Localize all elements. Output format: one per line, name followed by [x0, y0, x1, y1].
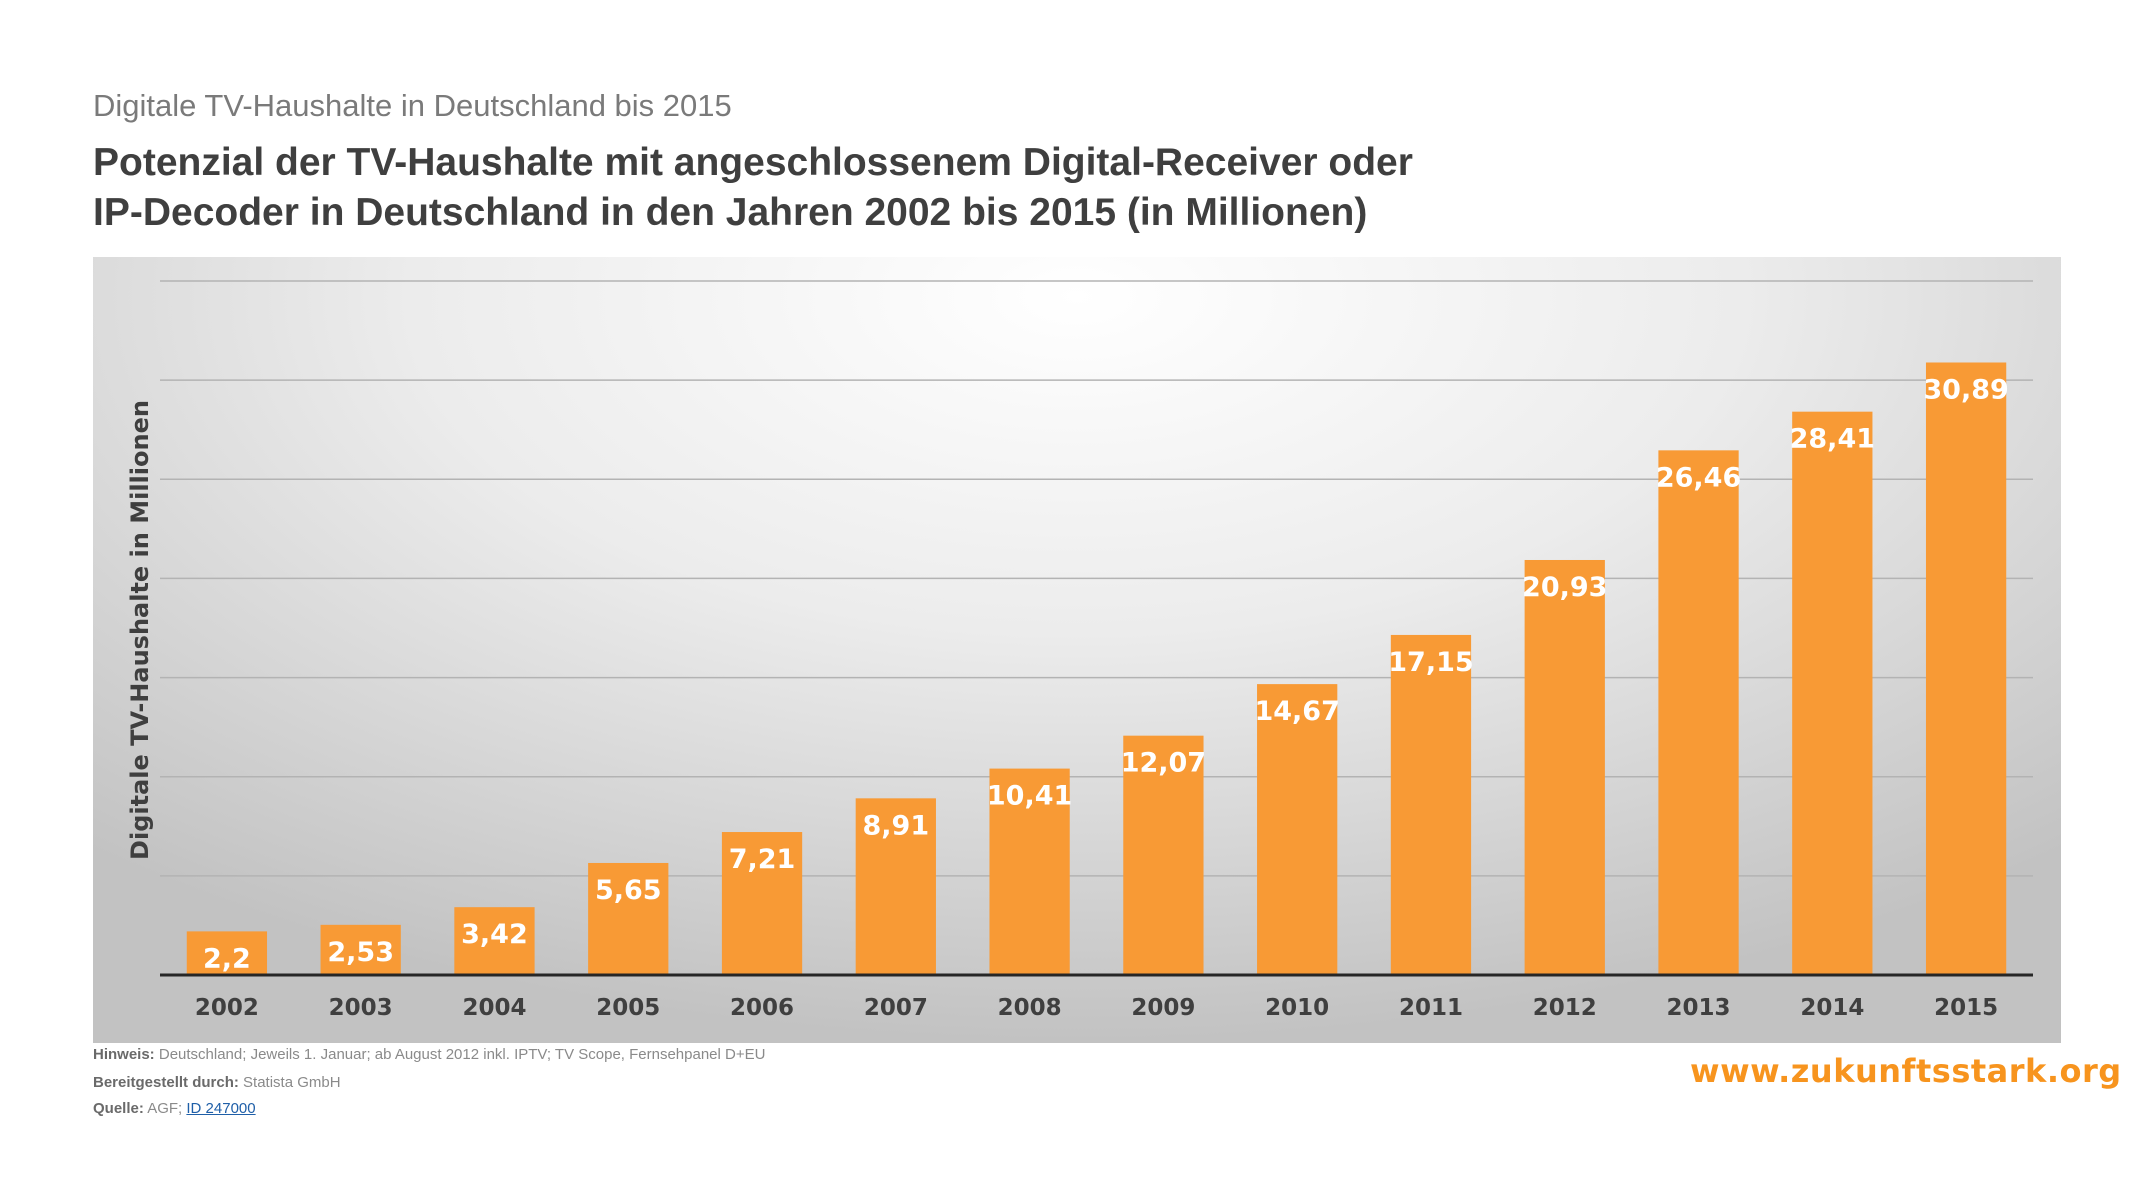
- chart-subtitle: Digitale TV-Haushalte in Deutschland bis…: [93, 88, 732, 123]
- x-tick-label-2012: 2012: [1533, 995, 1597, 1021]
- x-tick-label-2004: 2004: [462, 995, 526, 1021]
- bar-2009: [1123, 735, 1204, 975]
- footer-source-label: Quelle:: [93, 1100, 144, 1117]
- footer-source-text: AGF;: [147, 1100, 183, 1117]
- chart-title-line-2: IP-Decoder in Deutschland in den Jahren …: [93, 191, 1368, 234]
- footer-source: Quelle: AGF; ID 247000: [93, 1100, 256, 1117]
- y-axis-label: Digitale TV-Haushalte in Millionen: [126, 400, 154, 860]
- data-label-2015: 30,89: [1923, 374, 2008, 405]
- bar-2005: [588, 862, 669, 975]
- data-label-2008: 10,41: [987, 781, 1072, 812]
- bar-2003: [320, 924, 401, 975]
- bar-2014: [1792, 411, 1873, 975]
- bar-2010: [1257, 684, 1338, 975]
- x-tick-label-2002: 2002: [195, 995, 259, 1021]
- footer-note-text: Deutschland; Jeweils 1. Januar; ab Augus…: [158, 1046, 766, 1063]
- x-tick-label-2007: 2007: [864, 995, 928, 1021]
- data-label-2005: 5,65: [595, 875, 662, 906]
- bar-2012: [1524, 559, 1605, 975]
- x-tick-label-2003: 2003: [329, 995, 393, 1021]
- data-label-2004: 3,42: [461, 919, 528, 950]
- bar-2011: [1390, 634, 1472, 975]
- footer-provided: Bereitgestellt durch: Statista GmbH: [93, 1074, 341, 1091]
- data-label-2010: 14,67: [1254, 696, 1339, 727]
- data-label-2003: 2,53: [327, 937, 394, 968]
- data-label-2002: 2,2: [203, 943, 251, 974]
- bar-2013: [1658, 450, 1739, 975]
- data-label-2007: 8,91: [863, 810, 930, 841]
- footer-note-label: Hinweis:: [93, 1046, 155, 1063]
- chart-title: Potenzial der TV-Haushalte mit angeschlo…: [93, 138, 1593, 238]
- data-label-2011: 17,15: [1388, 647, 1473, 678]
- bar-2004: [454, 907, 535, 975]
- x-tick-label-2014: 2014: [1800, 995, 1864, 1021]
- brand-url: www.zukunftsstark.org: [1690, 1052, 2122, 1090]
- chart-title-line-1: Potenzial der TV-Haushalte mit angeschlo…: [93, 141, 1413, 184]
- x-tick-label-2011: 2011: [1399, 995, 1463, 1021]
- source-id-link[interactable]: ID 247000: [186, 1100, 256, 1117]
- bar-2008: [989, 768, 1070, 975]
- bar-2007: [855, 798, 936, 975]
- data-label-2013: 26,46: [1656, 462, 1741, 493]
- x-tick-label-2009: 2009: [1131, 995, 1195, 1021]
- footer-provided-label: Bereitgestellt durch:: [93, 1074, 239, 1091]
- bar-2015: [1925, 362, 2007, 975]
- footer-note: Hinweis: Deutschland; Jeweils 1. Januar;…: [93, 1046, 765, 1063]
- x-tick-label-2013: 2013: [1667, 995, 1731, 1021]
- footer-provided-text: Statista GmbH: [243, 1074, 341, 1091]
- x-tick-label-2008: 2008: [998, 995, 1062, 1021]
- bar-2002: [186, 931, 268, 975]
- x-tick-label-2006: 2006: [730, 995, 794, 1021]
- data-label-2012: 20,93: [1522, 572, 1607, 603]
- data-label-2006: 7,21: [729, 844, 796, 875]
- x-tick-label-2005: 2005: [596, 995, 660, 1021]
- data-label-2014: 28,41: [1790, 424, 1875, 455]
- bar-2006: [721, 832, 803, 975]
- data-label-2009: 12,07: [1121, 748, 1206, 779]
- x-tick-label-2010: 2010: [1265, 995, 1329, 1021]
- x-tick-label-2015: 2015: [1934, 995, 1998, 1021]
